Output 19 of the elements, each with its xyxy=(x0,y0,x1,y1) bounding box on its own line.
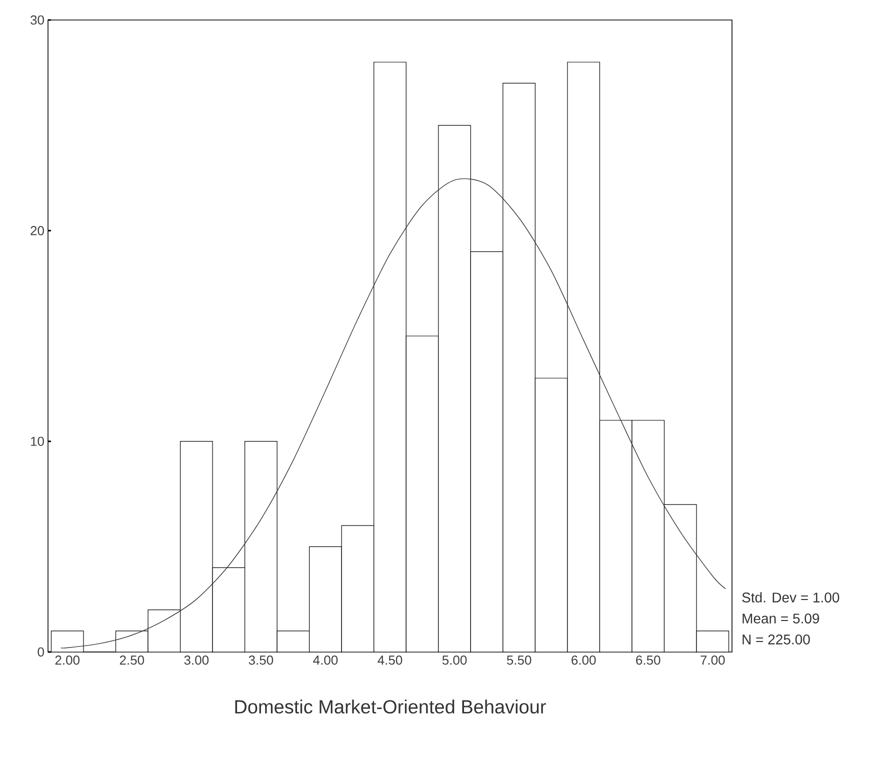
y-tick-label: 0 xyxy=(38,647,44,657)
x-tick-label: 7.00 xyxy=(700,656,725,665)
x-tick-label: 3.00 xyxy=(184,656,209,665)
text: N = 225.00 xyxy=(742,634,810,644)
x-tick-label: 3.50 xyxy=(248,656,274,665)
x-tick-label: 5.50 xyxy=(506,656,532,665)
x-tick-label: 6.00 xyxy=(572,656,596,665)
x-tick-label: 4.00 xyxy=(313,656,338,665)
x-axis-title: Domestic Market-Oriented Behaviour xyxy=(235,700,546,714)
y-tick-label: 10 xyxy=(31,436,44,446)
text: Std. Dev = 1.00 xyxy=(742,592,840,602)
y-tick-label: 30 xyxy=(30,15,44,25)
x-tick-label: 2.00 xyxy=(55,656,80,665)
y-tick-label: 20 xyxy=(30,226,44,236)
text: Mean = 5.09 xyxy=(742,614,820,624)
x-tick-label: 5.00 xyxy=(442,656,467,665)
x-tick-label: 2.50 xyxy=(120,656,144,665)
x-tick-label: 6.50 xyxy=(636,656,660,665)
x-tick-label: 4.50 xyxy=(378,656,402,665)
